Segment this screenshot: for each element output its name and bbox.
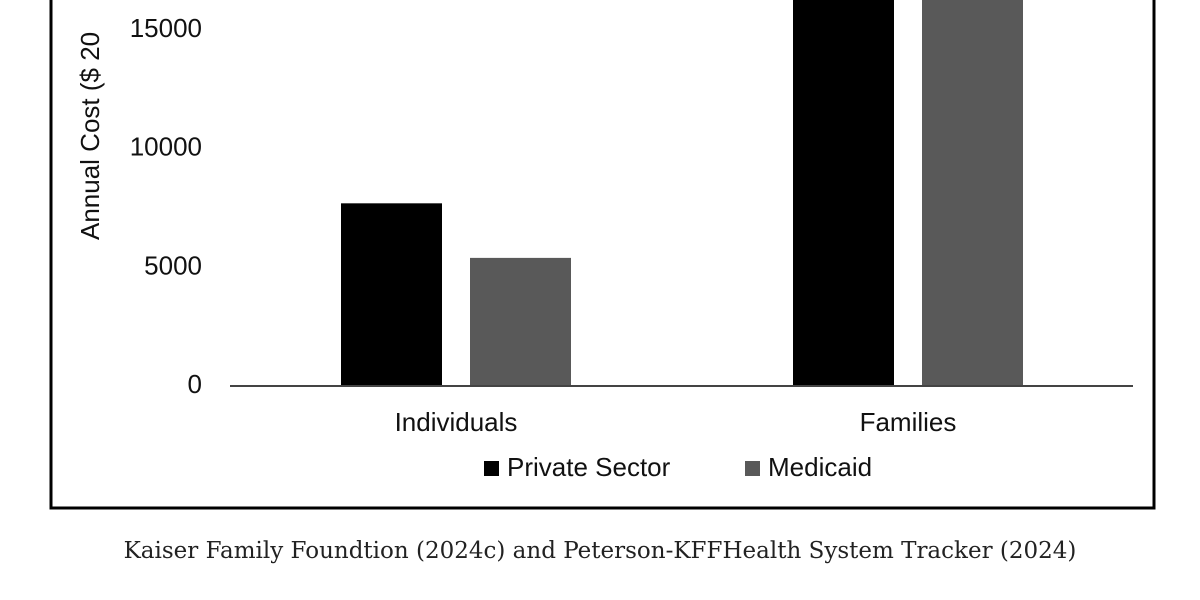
- legend-label: Private Sector: [507, 452, 671, 482]
- legend-label: Medicaid: [768, 452, 872, 482]
- bar: [470, 257, 571, 386]
- plot-area: [341, 0, 1023, 386]
- caption: Kaiser Family Foundtion (2024c) and Pete…: [123, 538, 1077, 564]
- x-tick-label: Families: [860, 407, 957, 437]
- bar: [922, 0, 1023, 386]
- x-tick-label: Individuals: [395, 407, 518, 437]
- legend-swatch: [745, 461, 760, 476]
- y-tick-label: 10000: [130, 132, 202, 162]
- y-tick-label: 0: [188, 369, 202, 399]
- y-tick-label: 5000: [144, 250, 202, 280]
- y-tick-label: 15000: [130, 13, 202, 43]
- bar: [341, 203, 442, 386]
- legend-swatch: [484, 461, 499, 476]
- y-axis-label: Annual Cost ($ 20: [75, 32, 105, 240]
- chart-frame: [49, 0, 1156, 510]
- bar: [793, 0, 894, 386]
